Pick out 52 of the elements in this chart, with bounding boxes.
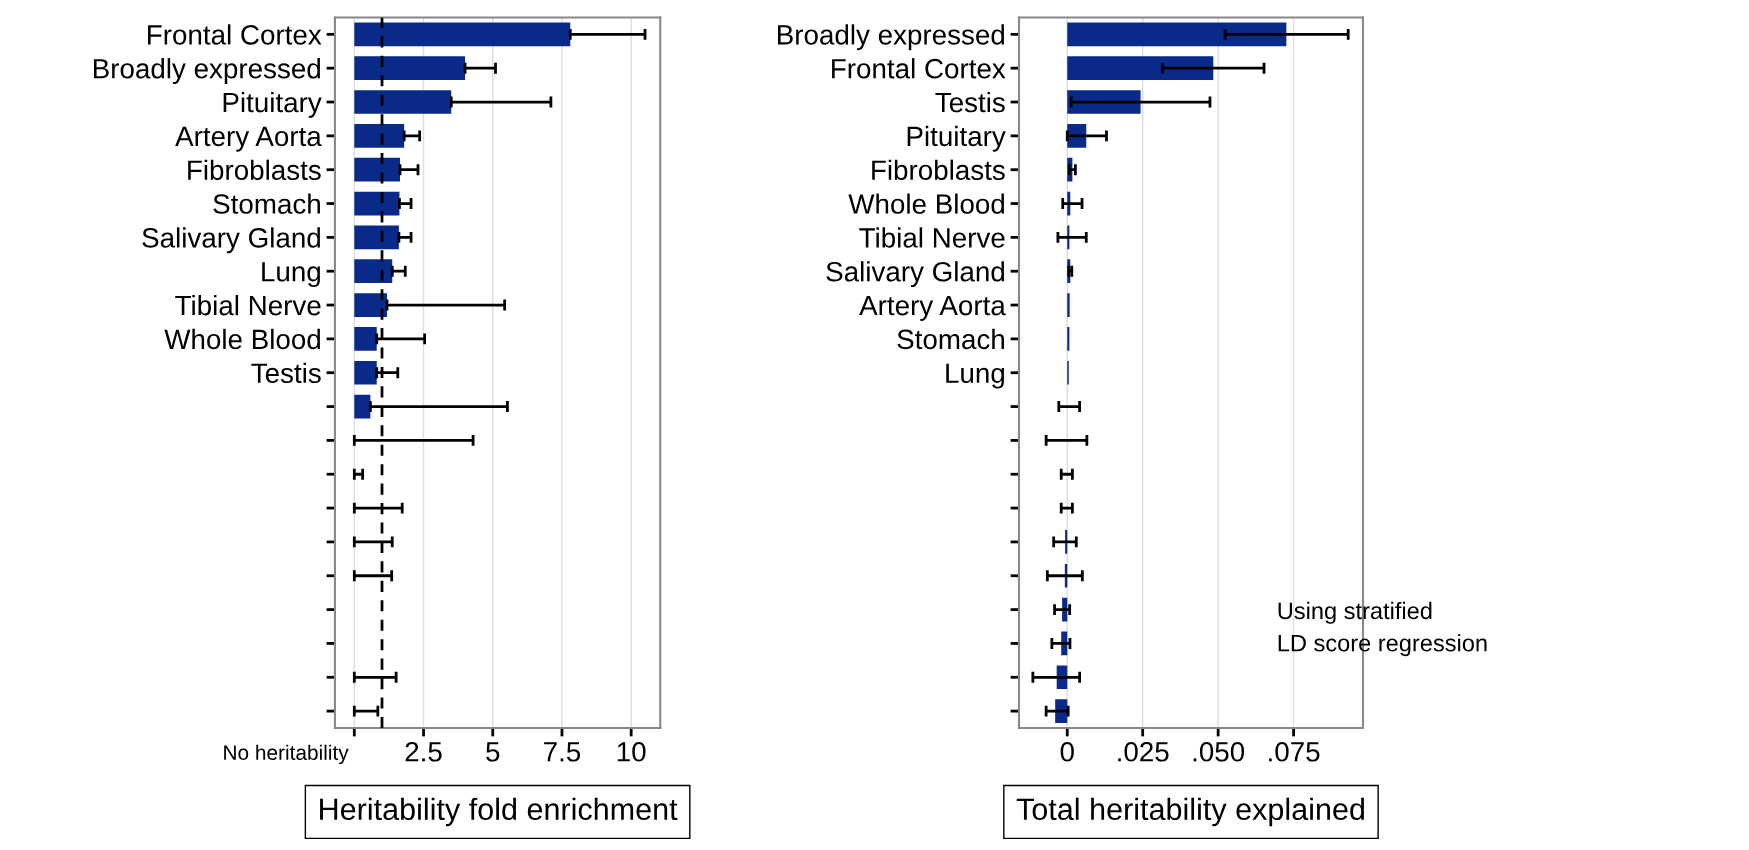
y-tick-label: Pituitary [907,125,1006,152]
bar [354,124,405,148]
y-tick-label: Tibial Nerve [859,227,1005,248]
x-tick-label: .050 [1193,741,1245,762]
bar [354,360,377,385]
y-tick-label: Testis [935,91,1005,113]
y-tick-label: Whole Blood [164,328,320,350]
y-tick-label: Salivary Gland [826,261,1004,288]
x-tick-label: 5 [486,742,500,762]
bar [1067,90,1141,114]
y-tick-label: Stomach [213,193,320,214]
bar [354,157,400,182]
y-tick-label: Tibial Nerve [175,294,321,316]
ref-line-label: No heritability [224,744,349,765]
y-tick-label: Stomach [897,328,1004,350]
bar [354,394,371,419]
bar [1067,327,1070,351]
y-tick-label: Lung [946,363,1004,389]
x-axis-title: Heritability fold enrichment [320,797,678,827]
bar [354,191,400,216]
y-tick-label: Artery Aorta [859,296,1006,321]
y-tick-label: Frontal Cortex [148,24,322,45]
x-tick-label: 2.5 [405,741,442,762]
y-tick-label: Broadly expressed [778,24,1004,51]
bar [354,293,387,317]
bar [1067,293,1070,317]
bar [354,56,466,81]
bar [1055,699,1068,723]
annotation: Using stratified LD score regression [1278,601,1487,657]
y-tick-label: Broadly expressed [93,58,320,85]
bar [1067,22,1287,47]
x-tick-label: 0 [1060,741,1074,762]
y-tick-label: Whole Blood [848,193,1004,214]
x-tick-label: 7.5 [544,742,581,762]
y-tick-label: Salivary Gland [142,227,320,254]
y-tick-label: Pituitary [223,91,322,118]
y-tick-label: Lung [262,262,320,288]
y-tick-label: Frontal Cortex [832,58,1006,79]
bar [354,327,377,351]
bar [1067,56,1214,81]
bar [354,259,393,284]
x-tick-label: .075 [1269,741,1320,762]
y-tick-label: Fibroblasts [872,159,1005,181]
bar [354,22,571,47]
y-tick-label: Fibroblasts [188,159,321,181]
bar [354,90,452,114]
x-tick-label: .025 [1118,741,1169,762]
y-tick-label: Artery Aorta [175,126,322,152]
x-tick-label: 10 [617,741,646,762]
y-tick-label: Testis [251,362,321,384]
bar [354,225,399,250]
x-axis-title: Total heritability explained [1016,797,1364,827]
